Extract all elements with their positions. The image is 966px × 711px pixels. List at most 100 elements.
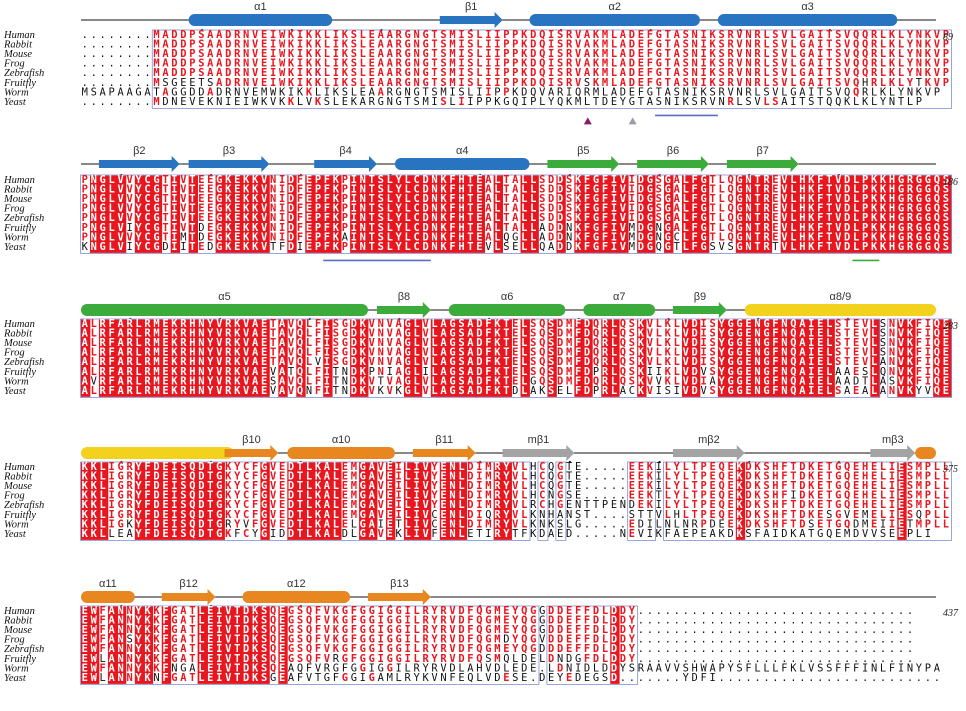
residue: A	[485, 212, 492, 224]
residue: I	[575, 662, 581, 674]
residue: N	[198, 356, 204, 368]
conserved-column	[403, 319, 414, 397]
residue: L	[458, 490, 464, 502]
residue: K	[736, 518, 743, 530]
residue: .	[736, 624, 742, 636]
residue: G	[342, 337, 348, 349]
residue: L	[916, 528, 922, 540]
residue: D	[243, 643, 249, 655]
residue: A	[162, 29, 169, 41]
residue: G	[835, 509, 841, 521]
residue: F	[279, 241, 285, 253]
residue: R	[754, 77, 761, 89]
residue: S	[458, 366, 464, 378]
residue: C	[413, 212, 419, 224]
residue: L	[799, 662, 805, 674]
residue: L	[360, 48, 366, 60]
strand-arrow	[439, 12, 503, 28]
residue: V	[781, 222, 787, 234]
residue: T	[817, 96, 824, 108]
residue: Y	[413, 672, 420, 684]
residue: .	[584, 461, 590, 473]
residue: L	[458, 499, 464, 511]
residue: .	[701, 643, 707, 655]
residue: Y	[431, 499, 438, 511]
conserved-column	[547, 319, 557, 397]
residue: S	[835, 39, 841, 51]
residue: G	[736, 356, 742, 368]
species-label: Yeast	[4, 386, 27, 397]
conserved-column	[798, 319, 808, 397]
residue: E	[853, 318, 859, 330]
residue: D	[548, 203, 554, 215]
residue: E	[476, 203, 482, 215]
residue: I	[808, 366, 814, 378]
residue: D	[584, 366, 590, 378]
residue: I	[701, 48, 707, 60]
residue: E	[817, 471, 823, 483]
conserved-column	[224, 175, 234, 253]
residue: H	[799, 222, 805, 234]
residue: T	[297, 490, 303, 502]
residue: A	[440, 347, 447, 359]
residue: Q	[189, 509, 195, 521]
residue: G	[216, 490, 222, 502]
residue: S	[772, 58, 778, 70]
residue: Y	[718, 337, 725, 349]
residue: V	[781, 29, 787, 41]
residue: F	[100, 643, 106, 655]
residue: K	[736, 471, 743, 483]
residue: F	[647, 58, 653, 70]
residue: Q	[727, 222, 733, 234]
residue: E	[638, 471, 644, 483]
residue: L	[351, 518, 357, 530]
residue: .	[100, 58, 106, 70]
residue: .	[144, 48, 150, 60]
residue: S	[629, 366, 635, 378]
residue: D	[180, 67, 186, 79]
residue: T	[754, 193, 760, 205]
residue: E	[82, 615, 88, 627]
residue: Y	[718, 356, 725, 368]
residue: E	[180, 96, 186, 108]
residue: V	[270, 366, 276, 378]
residue: E	[458, 672, 464, 684]
residue: N	[566, 222, 572, 234]
residue: R	[871, 29, 878, 41]
residue: I	[611, 212, 617, 224]
residue: F	[485, 328, 491, 340]
residue: P	[189, 67, 195, 79]
residue: .	[593, 471, 599, 483]
residue: F	[647, 77, 653, 89]
residue: K	[225, 528, 232, 540]
residue: .	[754, 624, 760, 636]
residue: G	[396, 96, 402, 108]
residue: D	[638, 184, 644, 196]
residue: .	[826, 615, 832, 627]
residue: M	[449, 67, 455, 79]
residue: .	[611, 471, 617, 483]
residue: T	[333, 385, 340, 397]
residue: N	[431, 241, 437, 253]
residue: F	[297, 193, 303, 205]
residue: Y	[135, 672, 142, 684]
residue: K	[521, 48, 528, 60]
residue: I	[279, 174, 285, 186]
conserved-column	[798, 175, 808, 253]
residue: S	[674, 86, 680, 98]
strand-arrow	[637, 156, 709, 172]
residue: H	[692, 662, 698, 674]
residue: F	[162, 615, 168, 627]
residue: G	[261, 471, 267, 483]
residue: Q	[620, 356, 626, 368]
residue: .	[826, 605, 832, 617]
conserved-column	[574, 175, 584, 253]
residue: Q	[467, 672, 473, 684]
residue: S	[440, 29, 446, 41]
residue: V	[449, 624, 455, 636]
residue: I	[288, 86, 294, 98]
structure-label: α5	[218, 291, 230, 303]
residue: S	[835, 385, 841, 397]
residue: K	[593, 39, 600, 51]
